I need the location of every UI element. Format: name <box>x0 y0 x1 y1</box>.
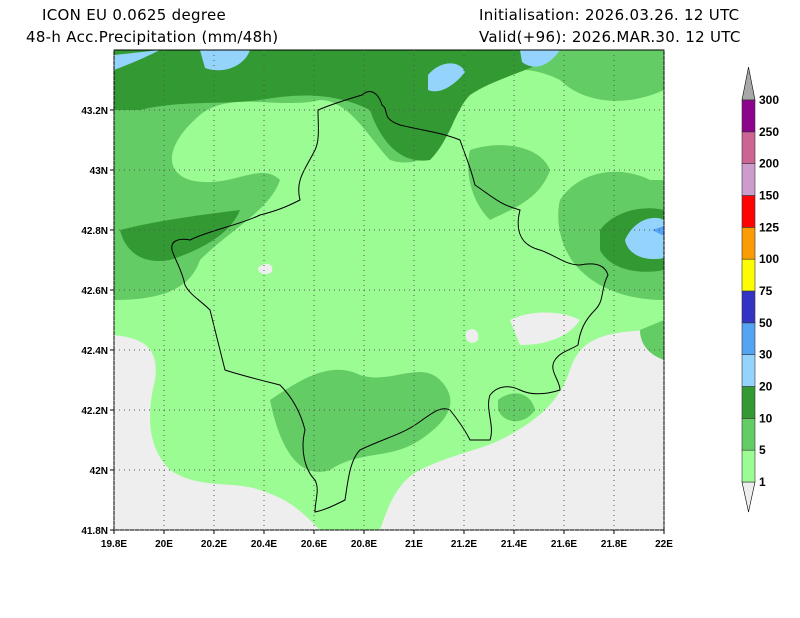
lat-label: 42.2N <box>81 406 108 417</box>
variable-title: 48-h Acc.Precipitation (mm/48h) <box>26 28 279 46</box>
latitude-axis: 43.2N 43N 42.8N 42.6N 42.4N 42.2N 42N 41.8N <box>81 106 114 537</box>
colorbar-label: 150 <box>759 189 779 203</box>
lat-label: 42.8N <box>81 226 108 237</box>
colorbar-swatch <box>741 449 756 483</box>
colorbar-swatch <box>741 290 756 324</box>
country-border <box>171 91 609 513</box>
colorbar-swatch <box>741 418 756 451</box>
lon-label: 20.6E <box>301 539 327 550</box>
colorbar-label: 125 <box>759 220 779 234</box>
colorbar-label: 250 <box>759 125 779 139</box>
colorbar-swatch <box>741 131 756 164</box>
lon-label: 19.8E <box>101 539 127 550</box>
lon-label: 20.8E <box>351 539 377 550</box>
lon-label: 20.4E <box>251 539 277 550</box>
lon-label: 21.8E <box>601 539 627 550</box>
colorbar-swatch <box>741 354 756 387</box>
valid-time: Valid(+96): 2026.MAR.30. 12 UTC <box>479 28 741 46</box>
colorbar-label: 200 <box>759 157 779 171</box>
lon-label: 21.4E <box>501 539 527 550</box>
colorbar-swatch <box>741 195 756 228</box>
longitude-axis: 19.8E 20E 20.2E 20.4E 20.6E 20.8E 21E 21.2E 21.4… <box>101 530 673 550</box>
init-time: Initialisation: 2026.03.26. 12 UTC <box>479 6 740 24</box>
lon-label: 22E <box>655 539 673 550</box>
lat-label: 41.8N <box>81 526 108 537</box>
lon-label: 21E <box>405 539 423 550</box>
lon-label: 21.6E <box>551 539 577 550</box>
colorbar-swatch <box>741 322 756 355</box>
lon-label: 20.2E <box>201 539 227 550</box>
graticule <box>113 50 665 531</box>
colorbar-label: 300 <box>759 93 779 107</box>
precipitation-field <box>114 50 664 530</box>
colorbar-swatch <box>741 258 756 292</box>
colorbar: 1 5 10 20 30 50 75 100 125 150 200 250 300 <box>741 66 779 513</box>
lon-label: 20E <box>155 539 173 550</box>
colorbar-label: 1 <box>759 475 766 489</box>
colorbar-label: 30 <box>759 348 773 362</box>
colorbar-over-triangle <box>741 66 756 101</box>
colorbar-label: 20 <box>759 380 773 394</box>
lat-label: 43N <box>90 166 108 177</box>
colorbar-swatch <box>741 386 756 419</box>
colorbar-label: 5 <box>759 443 766 457</box>
lat-label: 42.6N <box>81 286 108 297</box>
colorbar-swatch <box>741 163 756 196</box>
lat-label: 42.4N <box>81 346 108 357</box>
lat-label: 42N <box>90 466 108 477</box>
colorbar-swatch <box>741 99 756 133</box>
colorbar-label: 50 <box>759 316 773 330</box>
colorbar-swatch <box>741 227 756 260</box>
model-title: ICON EU 0.0625 degree <box>42 6 227 24</box>
colorbar-under-triangle <box>741 481 756 513</box>
colorbar-label: 75 <box>759 284 773 298</box>
colorbar-label: 100 <box>759 252 779 266</box>
lon-label: 21.2E <box>451 539 477 550</box>
lat-label: 43.2N <box>81 106 108 117</box>
colorbar-label: 10 <box>759 411 773 425</box>
